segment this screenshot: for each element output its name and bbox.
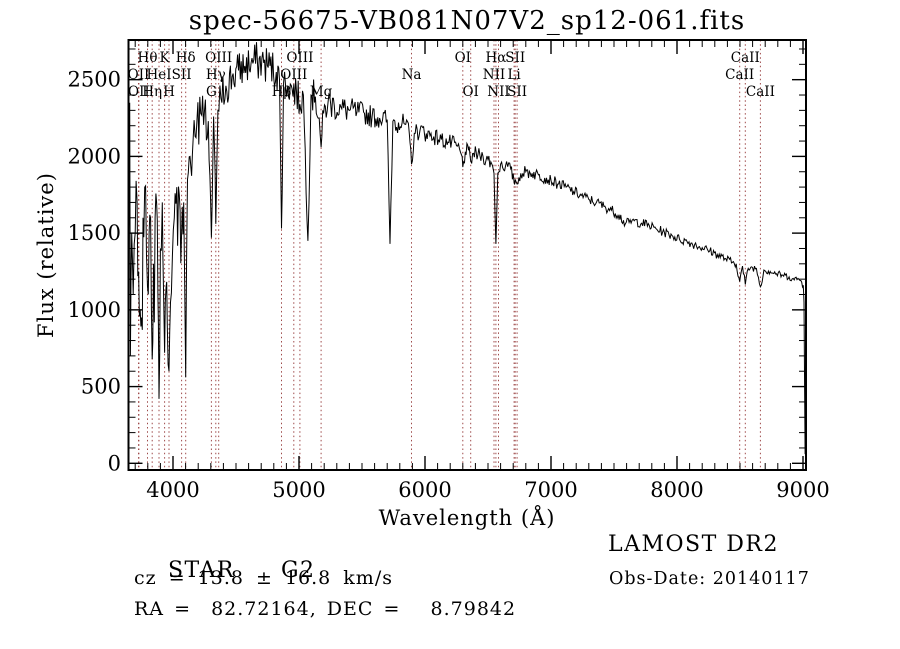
spectral-line-label: Mg: [310, 84, 333, 100]
spectral-line-label: CaII: [746, 84, 775, 100]
y-tick-label: 0: [108, 451, 121, 475]
object-subclass: G2: [280, 558, 316, 583]
page-title: spec-56675-VB081N07V2_sp12-061.fits: [188, 6, 746, 36]
spectral-line-label: K: [160, 50, 171, 66]
spectral-line-label: OIII: [280, 67, 307, 83]
spectral-line-label: Hβ: [272, 84, 292, 100]
x-tick-label: 4000: [146, 478, 199, 502]
x-tick-label: 7000: [524, 478, 577, 502]
spectral-line-label: Hδ: [176, 50, 196, 66]
y-tick-label: 2000: [68, 144, 121, 168]
spectral-line-label: OI: [455, 50, 471, 66]
plot-frame: [127, 39, 807, 471]
spectral-line-label: OII: [128, 67, 150, 83]
spectral-line-label: OI: [462, 84, 478, 100]
spectral-line-label: OIII: [205, 50, 232, 66]
spectral-line-label: G: [206, 84, 217, 100]
x-tick-label: 5000: [272, 478, 325, 502]
spectral-line-label: Hθ: [138, 50, 158, 66]
spectral-line-label: Hη: [142, 84, 162, 100]
object-type: STAR: [167, 558, 235, 583]
spectral-line-label: OII: [128, 84, 150, 100]
cz-value: cz = 13.8 ± 16.8 km/s: [134, 567, 393, 589]
x-tick-label: 9000: [776, 478, 829, 502]
spectral-line-label: CaII: [725, 67, 754, 83]
spectral-line-label: Hγ: [206, 67, 226, 83]
y-tick-label: 1000: [68, 298, 121, 322]
survey-release: LAMOST DR2: [608, 532, 779, 557]
y-tick-label: 1500: [68, 221, 121, 245]
spectral-line-label: Li: [507, 67, 521, 83]
y-tick-label: 500: [81, 375, 121, 399]
spectral-line-label: Hα: [485, 50, 506, 66]
spectral-line-label: CaII: [731, 50, 760, 66]
spectral-line-label: NII: [487, 84, 509, 100]
spectral-line-label: SII: [172, 67, 192, 83]
spectral-line-label: HeI: [146, 67, 171, 83]
spectral-line-label: Na: [402, 67, 422, 83]
classification-line: STAR G2: [134, 533, 316, 608]
spectrum-flux-curve: [128, 42, 806, 455]
x-tick-label: 8000: [650, 478, 703, 502]
spectral-line-label: SII: [507, 84, 527, 100]
ra-dec: RA = 82.72164, DEC = 8.79842: [134, 598, 517, 620]
spectral-line-label: SII: [505, 50, 525, 66]
x-tick-label: 6000: [398, 478, 451, 502]
y-tick-label: 2500: [68, 68, 121, 92]
spectral-line-label: H: [163, 84, 175, 100]
obs-date: Obs-Date: 20140117: [609, 569, 810, 589]
spectral-line-label: OIII: [286, 50, 313, 66]
spectral-line-label: NII: [483, 67, 505, 83]
x-axis-label: Wavelength (Å): [378, 506, 556, 530]
